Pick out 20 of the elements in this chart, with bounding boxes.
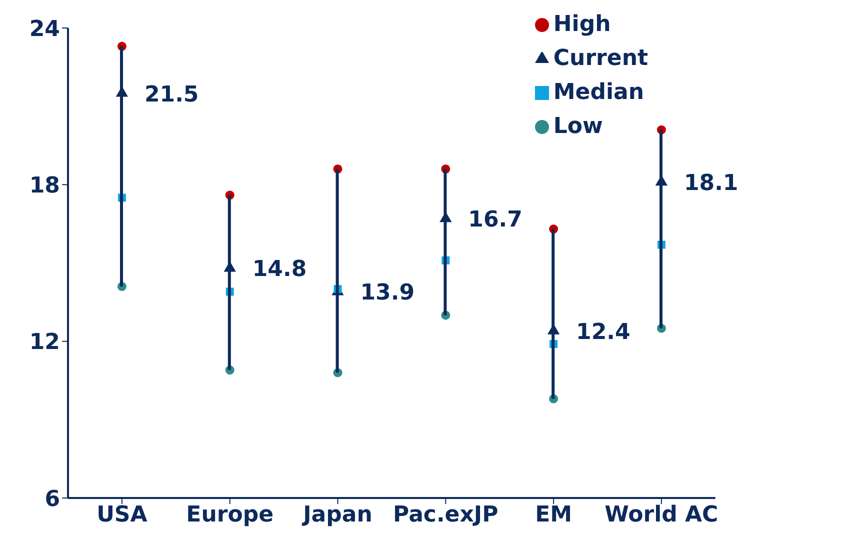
data-label: 14.8 <box>252 257 307 282</box>
y-tick-label: 18 <box>29 173 60 198</box>
x-tick-label: World AC <box>604 502 718 528</box>
x-tick-label: Japan <box>301 502 372 528</box>
x-tick-label: EM <box>535 502 572 528</box>
data-label: 21.5 <box>144 82 199 108</box>
data-label: 18.1 <box>684 171 738 196</box>
legend-label: Low <box>553 114 603 139</box>
data-label: 16.7 <box>468 208 522 233</box>
data-label: 12.4 <box>576 320 630 345</box>
legend-label: High <box>553 12 611 37</box>
x-tick-label: Pac.exJP <box>393 502 498 528</box>
legend-label: Current <box>553 46 648 71</box>
x-tick-label: Europe <box>186 502 274 528</box>
y-tick-label: 12 <box>29 330 60 356</box>
data-label: 13.9 <box>360 280 415 306</box>
x-tick-label: USA <box>96 502 148 528</box>
legend-label: Median <box>553 80 644 105</box>
y-tick-label: 6 <box>44 486 60 512</box>
y-tick-label: 24 <box>29 16 60 42</box>
